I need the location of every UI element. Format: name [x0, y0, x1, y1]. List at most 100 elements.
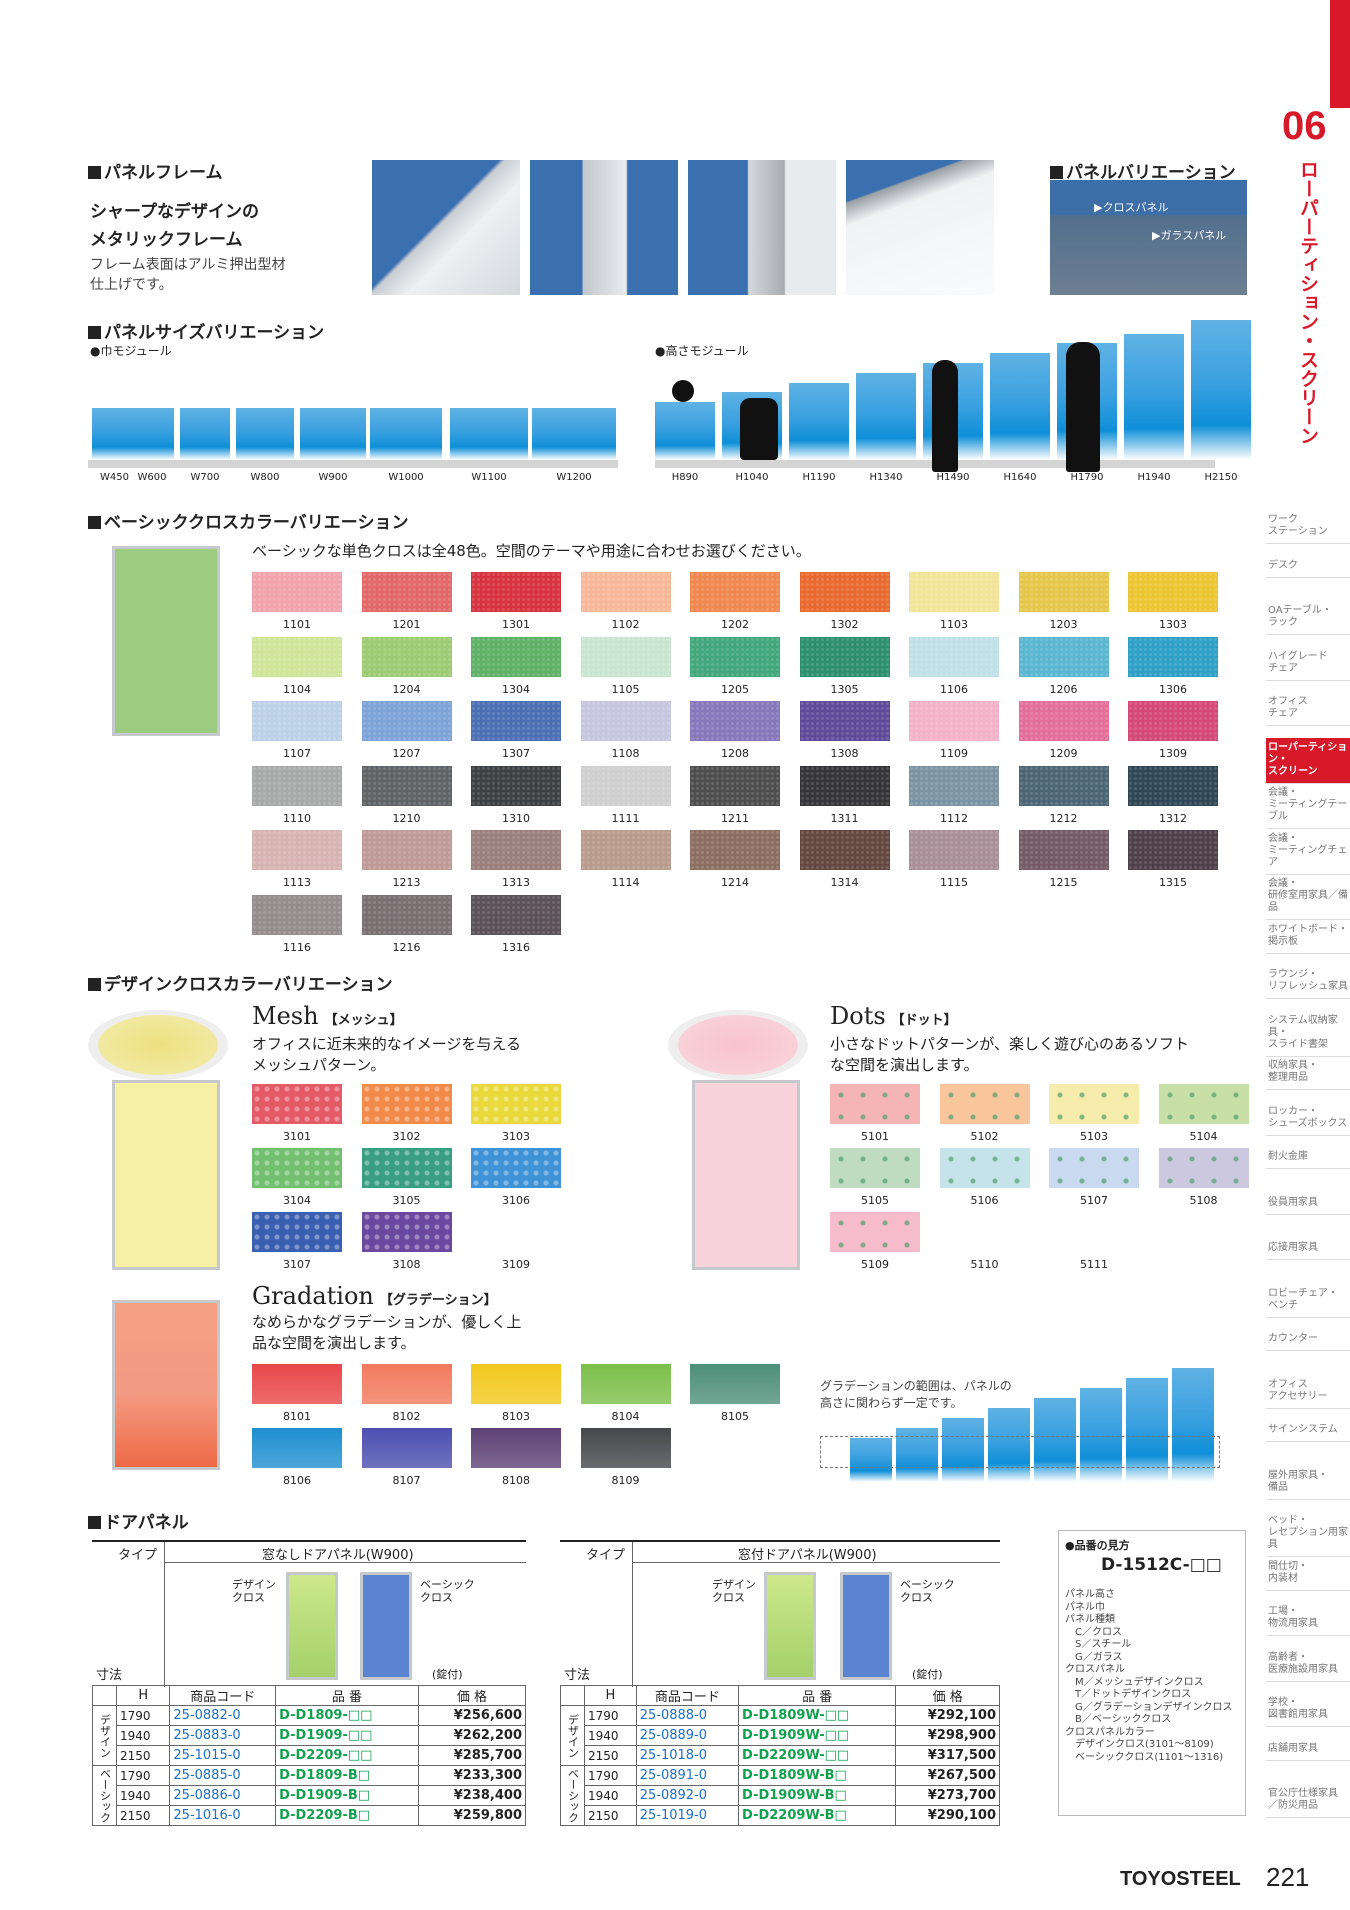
width-bar	[300, 408, 366, 460]
color-code: 5109	[861, 1258, 889, 1271]
sidebar-item[interactable]: 会議・ ミーティングチェア	[1266, 829, 1350, 875]
color-code: 1207	[392, 747, 421, 760]
door-basic-illus	[360, 1572, 412, 1680]
sidebar-item[interactable]: 会議・ 研修室用家具／備品	[1266, 874, 1350, 920]
color-code: 8105	[721, 1410, 749, 1423]
color-code: 1107	[283, 747, 311, 760]
width-bar	[532, 408, 616, 460]
sidebar-item[interactable]: 会議・ ミーティングテーブル	[1266, 783, 1350, 829]
gradation-bar	[896, 1428, 938, 1482]
color-code: 5107	[1080, 1194, 1108, 1207]
sidebar-item[interactable]: ラウンジ・ リフレッシュ家具	[1266, 965, 1350, 999]
sidebar-item[interactable]: カウンター	[1266, 1329, 1350, 1351]
sidebar-item[interactable]: 高齢者・ 医療施設用家具	[1266, 1648, 1350, 1682]
sidebar-item[interactable]: 役員用家具	[1266, 1193, 1350, 1215]
height-label: H1190	[802, 472, 836, 483]
width-bar	[370, 408, 442, 460]
table-row: 1940 25-0886-0 D-D1909-B□ ¥238,400	[93, 1785, 527, 1806]
color-code: 1205	[721, 682, 749, 696]
color-code: 1109	[940, 747, 968, 760]
basic-heading: ベーシッククロスカラーバリエーション	[88, 508, 408, 533]
color-swatch	[252, 1212, 342, 1252]
color-code: 8101	[283, 1410, 311, 1423]
color-code: 5104	[1189, 1130, 1218, 1143]
color-code: 1202	[721, 618, 749, 631]
sidebar-item[interactable]: 間仕切・ 内装材	[1266, 1557, 1350, 1591]
table-row: デザイン 1790 25-0888-0 D-D1809W-□□ ¥292,100	[560, 1705, 1000, 1766]
color-code: 1113	[283, 876, 311, 889]
color-code: 3107	[283, 1258, 311, 1271]
color-code: 1112	[940, 811, 968, 825]
height-label: H1940	[1137, 472, 1171, 483]
sidebar-item[interactable]: ベッド・ レセプション用家具	[1266, 1511, 1350, 1557]
color-swatch	[1158, 1084, 1249, 1124]
color-code: 1304	[502, 682, 530, 696]
color-code: 1104	[283, 682, 311, 696]
color-code: 1312	[1159, 811, 1187, 825]
color-code: 3108	[392, 1258, 421, 1271]
color-swatch	[799, 765, 890, 806]
color-code: 1314	[830, 876, 859, 889]
sidebar-item[interactable]: ハイグレード チェア	[1266, 647, 1350, 681]
sidebar-item[interactable]: ロッカー・ シューズボックス	[1266, 1102, 1350, 1136]
sidebar-item[interactable]: 店舗用家具	[1266, 1739, 1350, 1761]
sidebar-item[interactable]: オフィス チェア	[1266, 692, 1350, 726]
sidebar-item[interactable]: 収納家具・ 整理用品	[1266, 1056, 1350, 1090]
color-swatch	[580, 701, 671, 741]
color-swatch	[580, 1428, 671, 1468]
sidebar-item[interactable]: 学校・ 図書館用家具	[1266, 1693, 1350, 1727]
color-swatch	[939, 1084, 1030, 1124]
chair-person-silhouette	[740, 398, 778, 460]
color-code: 1203	[1049, 618, 1078, 631]
color-swatch	[471, 894, 561, 935]
color-swatch	[909, 572, 999, 612]
mesh-title: Mesh 【メッシュ】	[252, 1002, 403, 1030]
width-bar	[450, 408, 528, 460]
sidebar-item[interactable]: ホワイトボード・ 掲示板	[1266, 920, 1350, 954]
sidebar-item[interactable]: ワーク ステーション	[1266, 510, 1350, 544]
sidebar-item[interactable]: 応接用家具	[1266, 1238, 1350, 1260]
color-swatch	[1018, 830, 1109, 870]
seated-person-silhouette	[672, 380, 694, 402]
sidebar-item[interactable]: 工場・ 物流用家具	[1266, 1602, 1350, 1636]
door2-header: タイプ 窓付ドアパネル(W900) 寸法 デザイン クロス ベーシック クロス …	[560, 1540, 1000, 1687]
color-code: 3105	[392, 1194, 421, 1207]
color-swatch	[690, 701, 780, 741]
color-swatch	[909, 765, 999, 806]
sidebar-item[interactable]: OAテーブル・ ラック	[1266, 601, 1350, 635]
height-label: H1640	[1003, 472, 1037, 483]
code-line: B／ベーシッククロス	[1065, 1714, 1172, 1725]
color-code: 1201	[392, 618, 421, 631]
code-line: パネル種類	[1065, 1614, 1115, 1625]
color-swatch	[471, 636, 561, 677]
sidebar-item[interactable]: デスク	[1266, 556, 1350, 578]
color-swatch	[1158, 1148, 1249, 1188]
width-label: W600	[137, 472, 167, 483]
code-line: パネル高さ	[1065, 1589, 1115, 1600]
sidebar-item[interactable]: ローパーティション・ スクリーン	[1266, 737, 1350, 784]
width-label: W1000	[388, 472, 424, 483]
color-swatch	[252, 636, 342, 677]
table-row: 1940 25-0892-0 D-D1909W-B□ ¥273,700	[561, 1785, 1000, 1806]
sidebar-item[interactable]: 官公庁仕様家具 ／防災用品	[1266, 1784, 1350, 1818]
code-line: G／ガラス	[1065, 1651, 1123, 1663]
color-swatch	[252, 1428, 342, 1468]
sidebar-item[interactable]: オフィス アクセサリー	[1266, 1375, 1350, 1409]
color-code: 1310	[502, 811, 530, 825]
frame-title: シャープなデザインの メタリックフレーム	[90, 202, 259, 250]
sidebar-item[interactable]: ロビーチェア・ ベンチ	[1266, 1284, 1350, 1318]
color-swatch	[471, 572, 561, 612]
sidebar-item[interactable]: サインシステム	[1266, 1420, 1350, 1442]
color-swatch	[252, 1364, 342, 1404]
sidebar-item[interactable]: システム収納家具・ スライド書架	[1266, 1011, 1350, 1057]
color-code: 5111	[1080, 1258, 1108, 1271]
width-label: W700	[190, 472, 220, 483]
sidebar-item[interactable]: 屋外用家具・ 備品	[1266, 1466, 1350, 1500]
color-code: 1303	[1159, 618, 1187, 631]
height-label: H1040	[735, 472, 769, 483]
gradation-bar	[850, 1438, 892, 1482]
sidebar-item[interactable]: 耐火金庫	[1266, 1147, 1350, 1169]
color-swatch	[580, 830, 671, 870]
gradation-range-box	[820, 1436, 1220, 1468]
frame-photo-1	[372, 160, 520, 295]
